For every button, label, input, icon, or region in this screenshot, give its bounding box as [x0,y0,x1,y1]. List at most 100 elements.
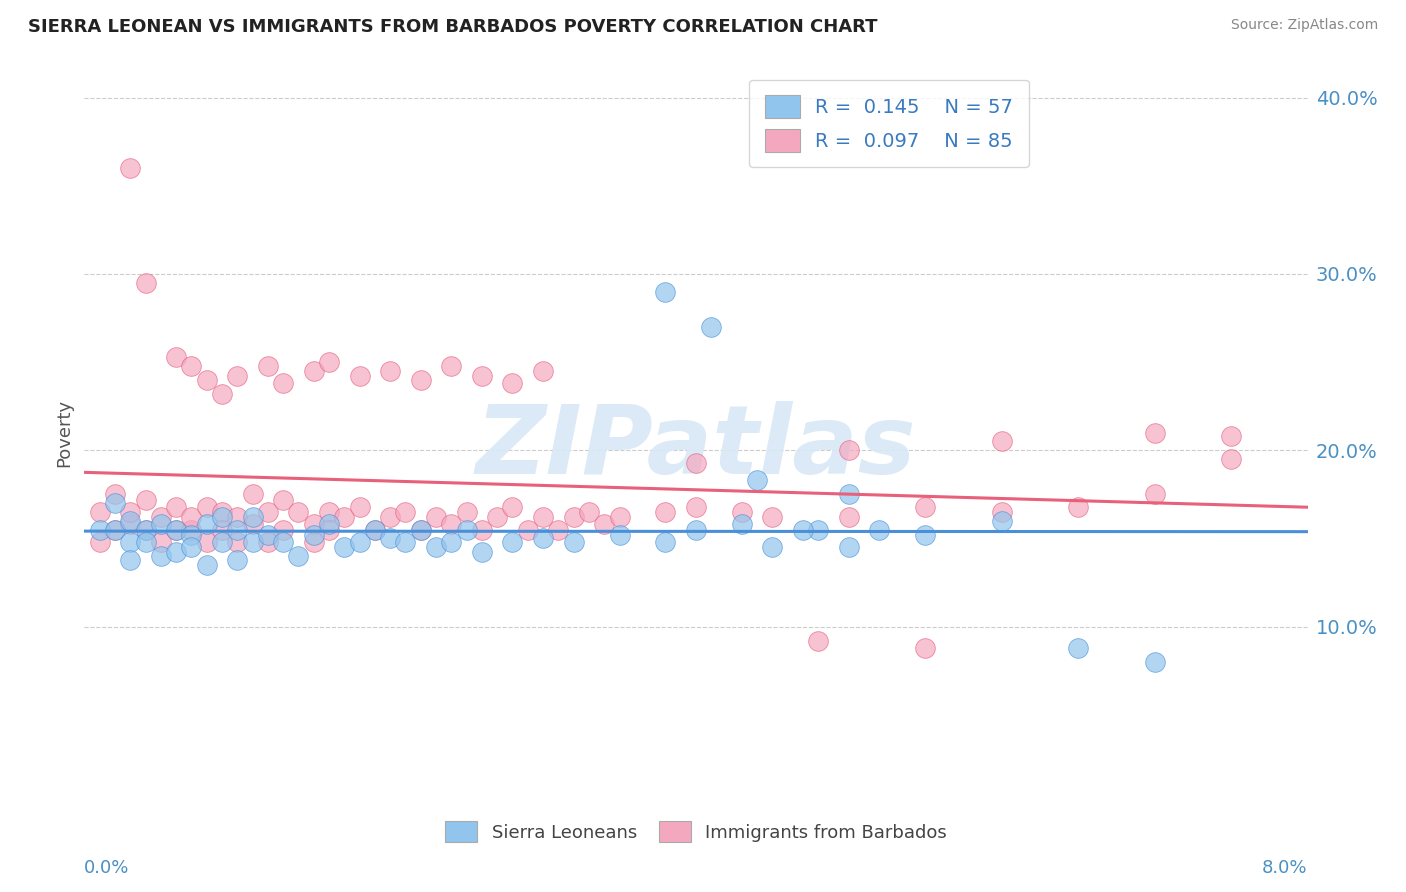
Point [531,510,554,524]
Point [349,369,371,384]
Point [89,535,111,549]
Point [195,535,218,549]
Point [242,487,264,501]
Point [685,500,707,514]
Point [302,528,325,542]
Point [1067,640,1090,655]
Point [394,505,416,519]
Point [700,319,723,334]
Point [502,535,524,549]
Point [89,505,111,519]
Point [807,523,830,537]
Point [120,535,142,549]
Point [271,376,294,391]
Point [149,510,172,524]
Point [991,505,1014,519]
Point [838,487,860,501]
Point [609,510,631,524]
Point [302,364,325,378]
Point [242,517,264,532]
Point [120,505,142,519]
Point [165,523,187,537]
Point [440,359,463,373]
Point [516,523,538,537]
Point [149,549,172,563]
Point [135,492,157,507]
Text: Source: ZipAtlas.com: Source: ZipAtlas.com [1230,18,1378,32]
Point [394,535,416,549]
Point [1220,429,1243,443]
Point [318,517,340,532]
Point [226,552,249,566]
Point [531,532,554,546]
Point [761,510,783,524]
Point [211,510,233,524]
Point [242,535,264,549]
Point [257,535,280,549]
Point [731,517,754,532]
Point [318,505,340,519]
Point [380,364,402,378]
Point [869,523,891,537]
Point [425,540,447,554]
Point [747,473,769,487]
Point [257,528,280,542]
Point [104,523,127,537]
Point [1143,425,1166,440]
Point [914,640,936,655]
Point [1143,487,1166,501]
Point [654,285,676,299]
Point [609,528,631,542]
Point [471,545,494,559]
Point [135,523,157,537]
Point [287,549,309,563]
Point [211,387,233,401]
Point [271,535,294,549]
Point [195,373,218,387]
Point [89,523,111,537]
Point [792,523,814,537]
Point [120,517,142,532]
Point [211,505,233,519]
Point [195,500,218,514]
Point [471,369,494,384]
Point [685,523,707,537]
Point [991,434,1014,449]
Point [195,558,218,572]
Point [531,364,554,378]
Point [486,510,509,524]
Point [226,510,249,524]
Point [165,545,187,559]
Point [578,505,600,519]
Point [333,540,356,554]
Point [456,505,478,519]
Text: 0.0%: 0.0% [84,859,129,877]
Point [1143,655,1166,669]
Point [409,523,432,537]
Point [287,505,309,519]
Point [135,535,157,549]
Point [211,523,233,537]
Legend: Sierra Leoneans, Immigrants from Barbados: Sierra Leoneans, Immigrants from Barbado… [437,814,955,849]
Point [180,528,202,542]
Point [104,523,127,537]
Point [302,535,325,549]
Point [149,535,172,549]
Point [271,523,294,537]
Point [104,487,127,501]
Point [120,161,142,176]
Point [807,633,830,648]
Point [425,510,447,524]
Point [409,523,432,537]
Point [914,528,936,542]
Point [149,517,172,532]
Point [180,359,202,373]
Point [838,510,860,524]
Point [654,535,676,549]
Point [471,523,494,537]
Point [991,514,1014,528]
Text: ZIPatlas: ZIPatlas [475,401,917,494]
Point [456,523,478,537]
Point [104,496,127,510]
Point [364,523,387,537]
